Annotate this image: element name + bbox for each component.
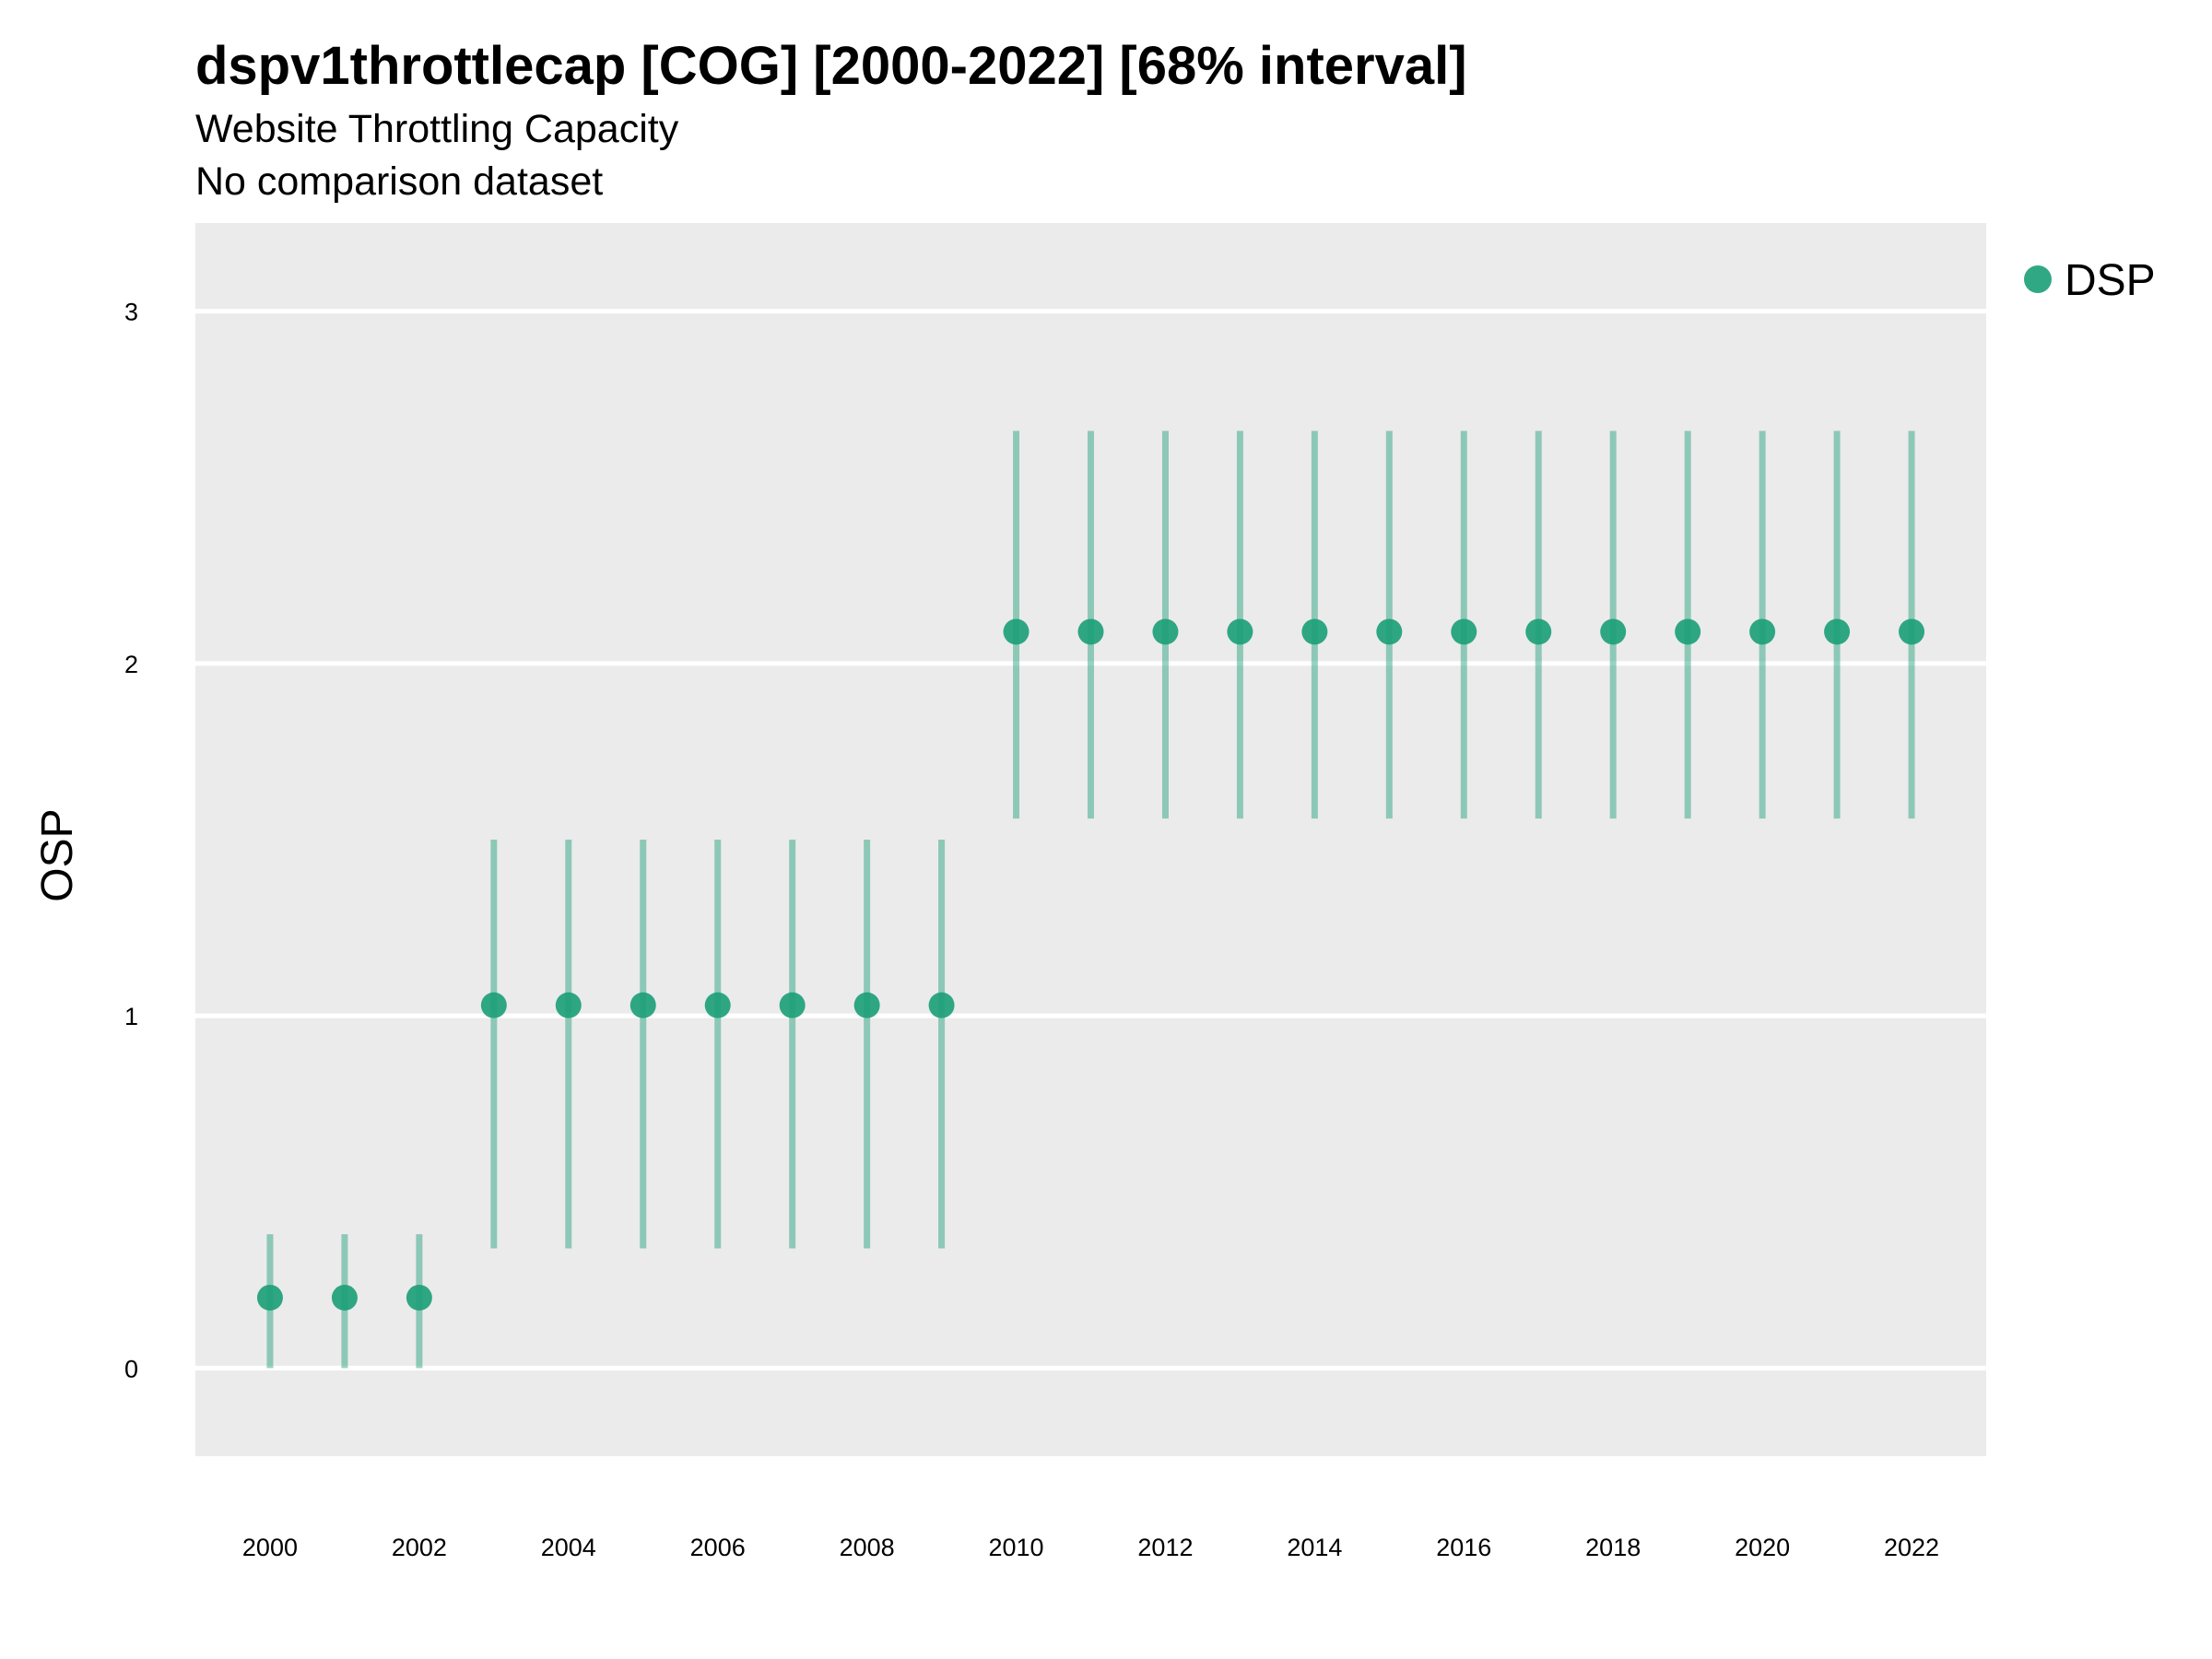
data-point [853,992,880,1018]
data-point [1899,618,1925,645]
data-point [629,992,656,1018]
plot-panel [195,223,1986,1456]
y-tick-label: 2 [124,651,138,678]
data-point [1749,618,1776,645]
data-point [1003,618,1030,645]
data-point [928,992,955,1018]
x-tick-label: 2022 [1884,1534,1939,1561]
data-point [555,992,582,1018]
data-point [779,992,806,1018]
data-point [406,1284,432,1311]
y-tick-label: 1 [124,1003,138,1030]
x-tick-label: 2020 [1735,1534,1790,1561]
data-point [480,992,507,1018]
legend-swatch-dsp [2024,265,2052,293]
x-tick-label: 2014 [1287,1534,1342,1561]
data-point [1301,618,1328,645]
data-point [331,1284,358,1311]
data-point [1600,618,1627,645]
x-tick-label: 2012 [1137,1534,1193,1561]
x-tick-label: 2000 [242,1534,298,1561]
data-point [1525,618,1552,645]
data-point [1824,618,1851,645]
chart-subtitle: Website Throttling Capacity [195,107,679,151]
y-tick-label: 3 [124,299,138,326]
chart-subtitle-2: No comparison dataset [195,159,604,204]
y-axis-title: OSP [33,808,82,901]
x-tick-label: 2016 [1436,1534,1491,1561]
data-point [1451,618,1477,645]
data-point [1227,618,1253,645]
x-tick-label: 2006 [690,1534,746,1561]
x-tick-label: 2002 [392,1534,447,1561]
chart-title: dspv1throttlecap [COG] [2000-2022] [68% … [195,36,1467,96]
data-point [1152,618,1179,645]
data-point [256,1284,283,1311]
x-tick-label: 2004 [541,1534,596,1561]
x-tick-label: 2010 [989,1534,1044,1561]
legend-label-dsp: DSP [2065,256,2156,305]
x-tick-label: 2018 [1585,1534,1641,1561]
data-point [1675,618,1701,645]
y-tick-label: 0 [124,1355,138,1382]
legend: DSP [2024,256,2156,305]
data-point [704,992,731,1018]
x-tick-label: 2008 [840,1534,895,1561]
data-point [1077,618,1104,645]
data-point [1376,618,1403,645]
